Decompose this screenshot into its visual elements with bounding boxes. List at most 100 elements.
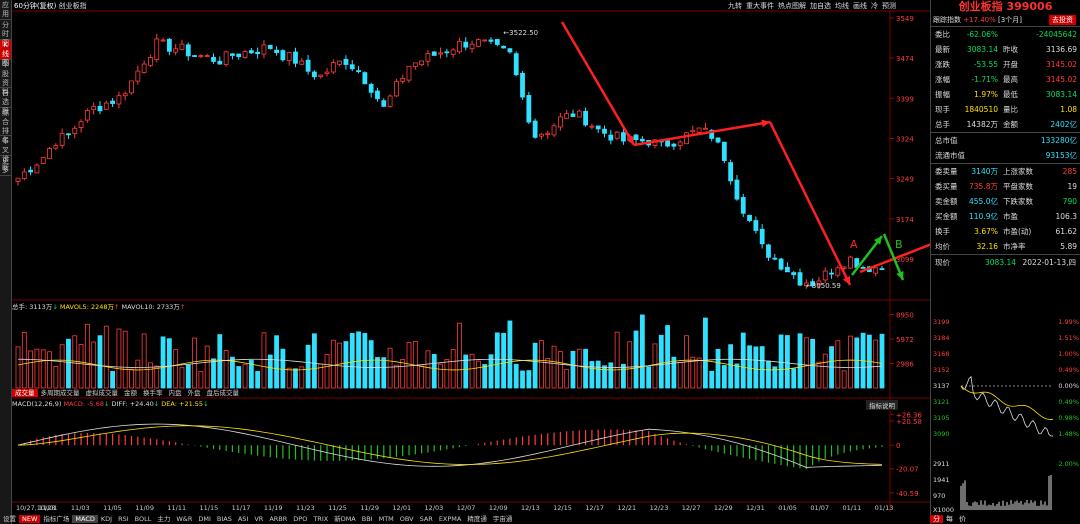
indicator-tab-20[interactable]: SAR [419,515,433,523]
candle-body [740,197,746,214]
indicator-tab-17[interactable]: BBI [361,515,373,523]
toolbar-item-5[interactable]: 画线 [853,2,867,10]
candle-body [217,60,223,65]
volume-total: 总手: 3113万 [12,303,53,311]
volume-tab-2[interactable]: 虚拟成交量 [85,389,119,397]
indicator-tab-4[interactable]: KDJ [100,515,113,523]
rows3-row: 委卖量 3140万 上涨家数 285 [931,164,1080,179]
volume-tab-0[interactable]: 成交量 [12,389,38,397]
indicator-tab-10[interactable]: BIAS [216,515,232,523]
volume-ma5-arrow: ↑ [114,303,120,311]
indicator-tab-13[interactable]: ARBR [269,515,288,523]
indicator-help-button[interactable]: 指标说明 [866,400,898,410]
volume-bar [791,368,797,389]
toolbar-item-7[interactable]: 预测 [882,2,896,10]
toolbar-item-6[interactable]: 冷 [871,2,878,10]
indicator-tab-7[interactable]: 主力 [157,515,171,523]
volume-ma10-line [17,358,883,368]
indicator-tab-18[interactable]: MTM [378,515,394,523]
arrow-down-2-head [842,276,850,285]
candle-body [860,267,866,269]
candle-body [72,127,78,134]
indicator-tab-16[interactable]: 新DMA [334,515,356,523]
candle-body [621,132,626,142]
candle-body [387,95,393,107]
indicator-tab-1[interactable]: NEW [19,515,41,523]
arrow-up-2 [859,243,930,274]
volume-bar [778,334,784,389]
indicator-tab-6[interactable]: BOLL [134,515,152,523]
toolbar-item-2[interactable]: 热点图解 [778,2,806,10]
panel-tab-0[interactable]: 分 [930,515,943,523]
indicator-tab-22[interactable]: 精度通 [467,515,487,523]
indicator-tab-2[interactable]: 指标广场 [43,515,70,523]
rows2-row: 总市值 133280亿 [931,133,1080,148]
kline-chart[interactable]: 3549 3474 3399 3324 3249 3174 3099 ←3522.50 ←305… [12,0,930,524]
track-period[interactable]: [3个月] [998,16,1022,24]
invest-button[interactable]: 去投资 [1049,15,1076,25]
volume-bar [595,360,601,389]
row-label: 委卖量 [935,167,958,176]
volume-tab-6[interactable]: 外盘 [187,389,201,397]
volume-tab-3[interactable]: 金额 [124,389,137,397]
now-label: 现价 [935,258,950,267]
left-tab-1[interactable]: 分时图 [0,21,11,47]
panel-tab-1[interactable]: 每 [946,515,953,523]
volume-bar [66,338,71,389]
left-tab-5[interactable]: 综合排名 [0,109,11,144]
candle-body [539,133,544,137]
indicator-tab-12[interactable]: VR [254,515,264,523]
period-label[interactable]: 60分钟(复权) [14,2,57,10]
indicator-tab-3[interactable]: MACD [72,515,98,523]
indicator-tab-21[interactable]: EXPMA [438,515,462,523]
row-label: 最新 [935,45,950,54]
indicator-tab-0[interactable]: 设置 [3,515,16,523]
left-tab-7[interactable]: 更多 [0,157,11,176]
panel-tab-2[interactable]: 价 [959,515,966,523]
volume-bar [646,366,652,389]
intraday-minichart[interactable]: 3199 3184 3168 3152 3137 3121 3105 3090 2911 1941… [931,300,1080,524]
candle-body [280,50,286,61]
date-label: 11/05 [103,504,122,512]
left-tab-0[interactable]: 应用 [0,1,11,20]
indicator-tab-19[interactable]: OBV [399,515,414,523]
left-tab-3[interactable]: 个股资料 [0,61,11,96]
macd-tick-label: -20.07 [896,466,919,474]
indicator-tab-23[interactable]: 宇宙通 [492,515,513,523]
left-sidebar: 应用分时图K线图个股资料自选股综合排名牛叉诊断更多 [0,0,12,524]
indicator-tab-11[interactable]: ASI [237,515,249,523]
volume-tab-4[interactable]: 换手率 [143,389,163,397]
candle-body [595,125,601,130]
candle-body [557,116,563,128]
toolbar-item-3[interactable]: 加自选 [810,2,831,10]
volume-bar [463,354,469,389]
order-rows: 委卖量 3140万 上涨家数 285 委买量 735.8万 平盘家数 19 卖金额 455.0亿下… [931,164,1080,254]
toolbar-item-4[interactable]: 均线 [835,2,849,10]
left-tab-6[interactable]: 牛叉诊断 [0,137,11,172]
rows1-row: 最新 3083.14 昨收 3136.69 [931,42,1080,57]
indicator-tab-15[interactable]: TRIX [313,515,329,523]
candle-body [185,44,191,57]
toolbar-item-0[interactable]: 九转 [728,2,742,10]
indicator-tab-5[interactable]: RSI [118,515,129,523]
candle-body [110,100,115,104]
candle-body [494,39,500,45]
volume-tab-7[interactable]: 盘后成交量 [206,389,240,397]
candle-body [242,51,248,59]
indicator-tab-14[interactable]: DPO [293,515,308,523]
candle-body [873,267,879,274]
volume-bar [715,348,721,389]
volume-tab-5[interactable]: 内盘 [168,389,182,397]
candle-body [293,51,298,64]
candle-body [337,60,343,65]
candle-body [879,268,885,270]
indicator-tab-8[interactable]: W&R [176,515,193,523]
left-tab-4[interactable]: 自选股 [0,89,11,115]
volume-bar [312,333,317,389]
indicator-tab-9[interactable]: DMI [198,515,211,523]
macd-tick-label: 0 [896,442,900,450]
volume-tab-1[interactable]: 多周期成交量 [40,389,80,397]
candle-body [791,272,797,276]
left-tab-2[interactable]: K线图 [0,40,11,67]
toolbar-item-1[interactable]: 重大事件 [746,2,774,10]
